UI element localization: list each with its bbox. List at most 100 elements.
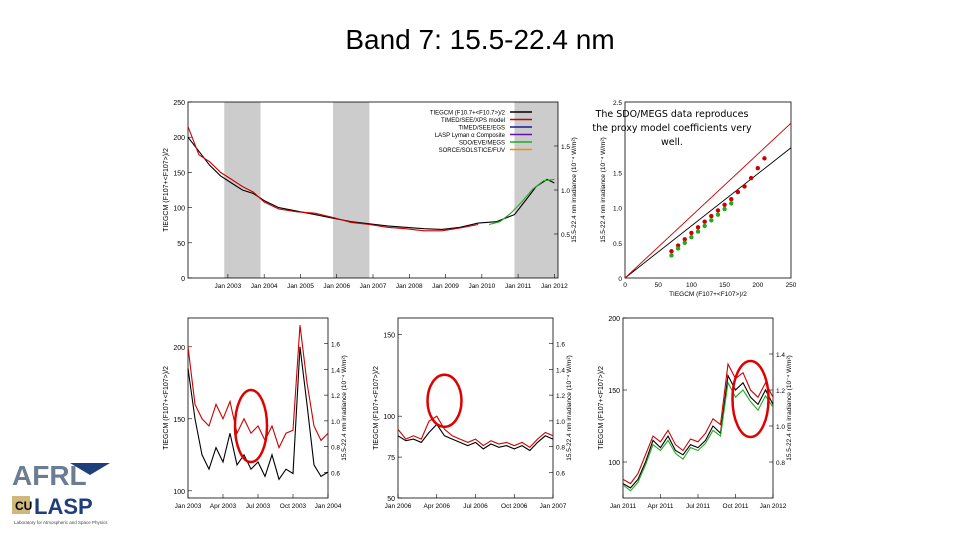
y-tick-label-0: 100 — [173, 489, 185, 496]
y-axis-label: TIEGCM (F107+<F107>)/2 — [373, 366, 380, 450]
legend-label-2: TIMED/SEE/EGS — [458, 126, 505, 132]
x-tick-label-4: Jan 2004 — [315, 503, 342, 510]
x-tick-label-5: 250 — [786, 282, 797, 289]
x-tick-label-5: Jan 2008 — [396, 283, 423, 290]
scatter-point-0-10 — [735, 189, 741, 195]
y-right-tick-label-2: 1.0 — [331, 419, 340, 426]
series-line-4 — [488, 178, 555, 226]
scatter-point-1-1 — [675, 246, 681, 251]
x-tick-label-1: Apr 2006 — [424, 503, 451, 510]
slide-title: Band 7: 15.5-22.4 nm — [345, 24, 615, 55]
y-right-tick-label-1: 0.8 — [556, 445, 565, 452]
series-line-1 — [397, 415, 554, 449]
x-tick-label-1: 50 — [655, 282, 663, 289]
legend-label-5: SORCE/SOLSTICE/FUV — [439, 148, 505, 154]
series-line-1 — [187, 325, 329, 450]
y-tick-label-1: 0.5 — [613, 241, 622, 248]
x-tick-label-2: 100 — [686, 282, 697, 289]
scatter-point-0-11 — [742, 184, 747, 189]
y-tick-label-2: 200 — [173, 345, 185, 352]
scatter-point-1-8 — [722, 206, 727, 212]
y-right-tick-label-3: 1.2 — [331, 393, 340, 400]
y-axis-label-right: 15.5-22.4 nm irradiance (10⁻⁴ W/m²) — [566, 355, 573, 461]
y-tick-label-3: 150 — [383, 332, 395, 339]
y-right-tick-label-1: 0.8 — [331, 445, 340, 452]
scatter-point-1-7 — [715, 212, 721, 217]
scatter-point-0-6 — [709, 213, 714, 219]
x-tick-label-0: Jan 2003 — [215, 283, 242, 290]
x-tick-label-4: Jan 2012 — [760, 503, 787, 510]
y-right-tick-label-1: 1.0 — [561, 188, 570, 195]
x-tick-label-0: Jan 2003 — [175, 503, 202, 510]
legend-label-0: TIEGCM (F10.7+<F10.7>)/2 — [430, 111, 506, 117]
y-axis-label: 15.5-22.4 nm irradiance (10⁻⁴ W/m²) — [600, 137, 607, 243]
scatter-point-0-14 — [762, 156, 767, 161]
x-tick-label-0: 0 — [623, 282, 627, 289]
highlight-circle — [731, 359, 770, 439]
y-tick-label-1: 50 — [177, 241, 185, 248]
x-tick-label-4: Jan 2007 — [540, 503, 567, 510]
y-tick-label-5: 250 — [173, 100, 185, 107]
x-tick-label-2: Jul 2003 — [246, 503, 271, 510]
x-tick-label-0: Jan 2011 — [610, 503, 637, 510]
x-tick-label-1: Apr 2003 — [210, 503, 237, 510]
scatter-point-1-9 — [729, 201, 734, 206]
y-tick-label-3: 150 — [173, 170, 185, 177]
lasp-logo-text: LASP — [34, 494, 93, 519]
lasp-logo: CU LASP Laboratory for Atmospheric and S… — [12, 494, 108, 525]
scatter-point-0-2 — [682, 237, 687, 242]
x-tick-label-3: Oct 2011 — [723, 503, 749, 510]
scatter-point-0-5 — [702, 219, 707, 224]
x-tick-label-6: Jan 2009 — [432, 283, 459, 290]
series-line-0 — [187, 346, 329, 481]
x-tick-label-1: Apr 2011 — [648, 503, 674, 510]
fit-line-1 — [624, 122, 792, 279]
x-tick-label-1: Jan 2004 — [251, 283, 278, 290]
series-line-2 — [622, 381, 774, 492]
x-tick-label-2: Jul 2011 — [686, 503, 710, 510]
y-tick-label-2: 200 — [608, 316, 620, 323]
shaded-gap-1 — [333, 102, 370, 278]
legend-label-3: LASP Lyman α Composite — [435, 133, 506, 139]
y-right-tick-label-3: 1.2 — [556, 393, 565, 400]
x-tick-label-2: Jan 2005 — [287, 283, 314, 290]
y-right-tick-label-1: 1.0 — [776, 424, 785, 431]
y-tick-label-4: 200 — [173, 135, 185, 142]
x-tick-label-0: Jan 2006 — [385, 503, 412, 510]
series-line-0 — [622, 373, 774, 489]
svg-text:CU: CU — [15, 499, 32, 513]
plot-frame — [397, 317, 554, 499]
x-tick-label-4: Jan 2007 — [360, 283, 387, 290]
y-tick-label-1: 150 — [608, 388, 620, 395]
y-tick-label-0: 100 — [608, 460, 620, 467]
y-right-tick-label-4: 1.4 — [556, 367, 565, 374]
y-axis-label: TIEGCM (F107+<F107>)/2 — [163, 366, 170, 450]
main-timeseries-chart: 0 50 100 150 200 250 0.5 1.0 1.5 Jan 2003 Jan 2004… — [163, 100, 578, 290]
y-tick-label-2: 100 — [173, 206, 185, 213]
series-line-1 — [187, 126, 479, 232]
y-right-tick-label-5: 1.6 — [556, 342, 565, 349]
y-tick-label-0: 0 — [181, 276, 185, 283]
annotation-note: The SDO/MEGS data reproduces the proxy m… — [592, 109, 752, 148]
y-tick-label-1: 150 — [173, 417, 185, 424]
scatter-point-0-7 — [715, 208, 721, 213]
y-right-tick-label-0: 0.6 — [556, 470, 565, 477]
x-tick-label-4: 200 — [752, 282, 763, 289]
y-tick-label-4: 2.5 — [613, 100, 622, 107]
y-right-tick-label-2: 1.2 — [776, 388, 785, 395]
plot-frame — [624, 101, 792, 279]
scatter-point-0-9 — [729, 196, 734, 202]
x-tick-label-8: Jan 2011 — [505, 283, 532, 290]
afrl-logo: AFRL — [12, 460, 110, 491]
y-right-tick-label-0: 0.8 — [776, 460, 785, 467]
zoom-chart-2003: 100 150 200 0.6 0.8 1.0 1.2 1.4 1.6 Jan 2003 Apr 2… — [163, 317, 348, 510]
zoom-chart-2006: 50 75 100 150 0.6 0.8 1.0 1.2 1.4 1.6 Jan 2006 Apr … — [373, 317, 573, 510]
scatter-point-0-12 — [748, 175, 754, 181]
x-tick-label-3: Oct 2006 — [501, 503, 528, 510]
scatter-point-1-4 — [695, 229, 701, 234]
y-axis-label-right: 15.5-22.4 nm irradiance (10⁻⁴ W/m²) — [786, 355, 793, 461]
scatter-point-1-5 — [702, 223, 707, 229]
x-tick-label-3: 150 — [719, 282, 730, 289]
y-tick-label-0: 50 — [387, 496, 395, 503]
scatter-point-1-6 — [709, 218, 714, 223]
